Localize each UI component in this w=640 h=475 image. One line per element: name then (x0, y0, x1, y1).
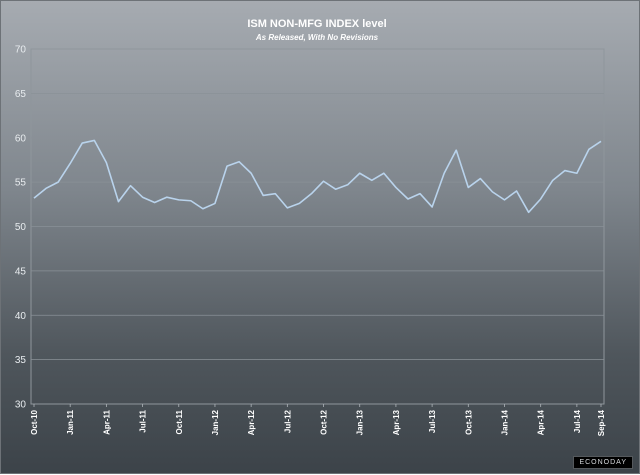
gridlines (31, 92, 604, 361)
y-tick-label: 50 (15, 222, 27, 233)
x-tick-label: Jan-14 (500, 409, 509, 435)
data-point (479, 177, 483, 181)
x-tick-label: Jul-13 (428, 409, 437, 433)
x-tick-label: Sep-14 (597, 409, 606, 436)
data-point (587, 147, 591, 151)
series-layer (32, 139, 603, 215)
x-tick-label: Apr-14 (537, 409, 546, 435)
data-point (273, 192, 277, 196)
y-tick-label: 55 (15, 178, 27, 189)
data-point (32, 196, 36, 200)
x-tick-label: Oct-13 (464, 409, 473, 434)
data-point (80, 141, 84, 145)
y-tick-label: 65 (15, 89, 27, 100)
data-point (358, 171, 362, 175)
y-tick-label: 45 (15, 266, 27, 277)
data-point (575, 171, 579, 175)
x-tick-label: Apr-12 (247, 409, 256, 435)
data-point (310, 192, 314, 196)
x-tick-label: Apr-11 (102, 409, 111, 434)
y-tick-label: 60 (15, 133, 27, 144)
data-point (68, 162, 72, 166)
data-point (93, 139, 97, 143)
data-point (56, 180, 60, 184)
y-tick-label: 30 (15, 400, 27, 411)
data-point (442, 171, 446, 175)
x-tick-label: Oct-12 (320, 409, 329, 434)
data-point (44, 187, 48, 191)
data-point (370, 179, 374, 183)
data-point (249, 171, 253, 175)
x-tick-label: Oct-10 (30, 409, 39, 434)
data-point (346, 183, 350, 187)
data-point (454, 148, 458, 152)
data-point (394, 186, 398, 190)
data-point (117, 200, 121, 204)
data-point (237, 160, 241, 164)
data-point (334, 187, 338, 191)
data-point (527, 211, 531, 215)
series-line (33, 139, 602, 214)
data-point (286, 206, 290, 210)
data-point (491, 190, 495, 194)
data-point (418, 192, 422, 196)
data-point (298, 202, 302, 206)
data-point (165, 195, 169, 199)
data-point (406, 197, 410, 201)
data-point (430, 205, 434, 209)
data-point (503, 198, 507, 202)
data-point (563, 169, 567, 173)
data-point (153, 201, 157, 205)
x-tick-label: Oct-11 (175, 409, 184, 434)
data-point (599, 140, 603, 144)
y-tick-label: 70 (15, 45, 27, 56)
x-tick-label: Jan-13 (356, 409, 365, 435)
data-point (515, 189, 519, 193)
data-point (551, 179, 555, 183)
data-point (201, 207, 205, 211)
x-tick-label: Jul-11 (139, 409, 148, 432)
data-point (382, 171, 386, 175)
x-tick-label: Jan-12 (211, 409, 220, 435)
data-point (177, 198, 181, 202)
data-point (539, 197, 543, 201)
x-tick-label: Jan-11 (66, 409, 75, 434)
data-point (189, 199, 193, 203)
data-point (213, 202, 217, 206)
y-tick-label: 35 (15, 355, 27, 366)
y-axis-ticks: 30 35 40 45 50 55 60 65 70 (15, 45, 27, 411)
x-axis-ticks: Oct-10 Jan-11 Apr-11 Jul-11 Oct-11 Jan-12 Apr-… (30, 404, 606, 436)
econoday-logo: ECONODAY (573, 456, 633, 469)
data-point (225, 164, 229, 168)
x-tick-label: Apr-13 (392, 409, 401, 435)
data-point (105, 161, 109, 165)
data-point (322, 179, 326, 183)
y-tick-label: 40 (15, 311, 27, 322)
x-tick-label: Jul-12 (283, 409, 292, 433)
data-point (261, 194, 265, 198)
data-point (466, 186, 470, 190)
data-point (141, 195, 145, 199)
chart-subtitle: As Released, With No Revisions (255, 33, 379, 42)
chart-title: ISM NON-MFG INDEX level (247, 18, 386, 30)
data-point (129, 184, 133, 188)
x-tick-label: Jul-14 (573, 409, 582, 433)
